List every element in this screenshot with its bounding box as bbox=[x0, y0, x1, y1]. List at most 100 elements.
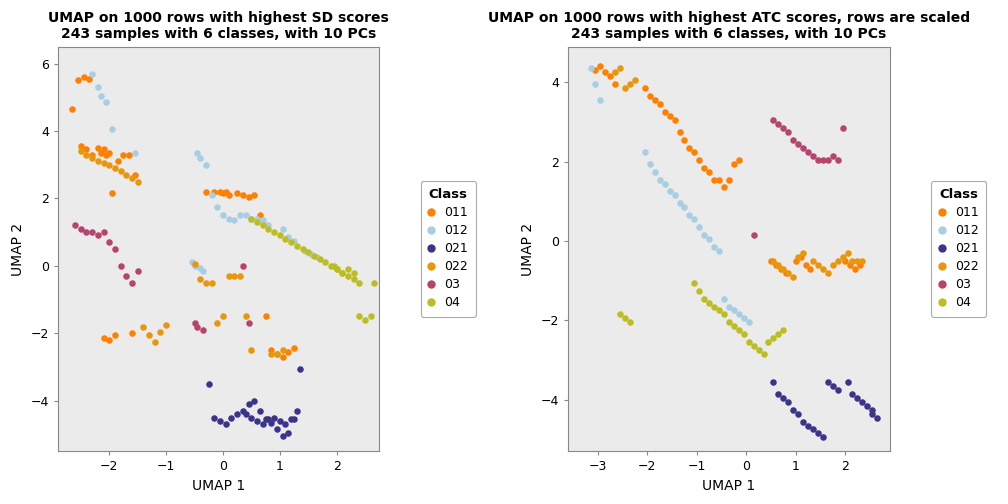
Point bbox=[190, 149, 206, 157]
Point bbox=[711, 175, 727, 183]
Point bbox=[255, 221, 271, 229]
Point bbox=[617, 314, 633, 323]
Point bbox=[770, 120, 786, 128]
Point bbox=[118, 171, 134, 179]
Point bbox=[773, 265, 789, 273]
Point bbox=[775, 124, 791, 132]
Point bbox=[115, 151, 131, 159]
Point bbox=[837, 257, 853, 265]
Point bbox=[283, 415, 299, 423]
Point bbox=[785, 136, 801, 144]
Point bbox=[263, 346, 279, 354]
Point bbox=[800, 148, 816, 156]
Point bbox=[346, 275, 362, 283]
Point bbox=[198, 187, 214, 196]
Point bbox=[186, 319, 203, 327]
Point bbox=[255, 216, 271, 224]
Point bbox=[656, 108, 672, 116]
Point bbox=[780, 269, 796, 277]
Point bbox=[864, 406, 880, 414]
Point bbox=[212, 187, 228, 196]
Point bbox=[96, 159, 112, 167]
Point bbox=[681, 144, 698, 152]
Point bbox=[809, 156, 826, 164]
Point bbox=[612, 310, 628, 319]
Point bbox=[775, 326, 791, 334]
Point bbox=[224, 414, 240, 422]
Point bbox=[101, 149, 117, 157]
Point bbox=[751, 346, 767, 354]
Point bbox=[352, 312, 368, 321]
Point bbox=[99, 98, 115, 106]
Point bbox=[79, 146, 95, 154]
Point bbox=[835, 253, 851, 261]
Point bbox=[294, 245, 310, 253]
Point bbox=[183, 259, 200, 267]
Point bbox=[269, 425, 285, 433]
Point bbox=[760, 338, 776, 346]
Point bbox=[346, 269, 362, 277]
Point bbox=[800, 421, 816, 429]
Point bbox=[691, 156, 708, 164]
Point bbox=[65, 105, 81, 113]
Point bbox=[118, 272, 134, 280]
Point bbox=[612, 65, 628, 73]
Point bbox=[127, 149, 143, 157]
Point bbox=[201, 380, 217, 388]
Point bbox=[721, 175, 737, 183]
Point bbox=[809, 261, 826, 269]
Point bbox=[790, 140, 806, 148]
Point bbox=[286, 415, 302, 423]
Title: UMAP on 1000 rows with highest SD scores
243 samples with 6 classes, with 10 PCs: UMAP on 1000 rows with highest SD scores… bbox=[48, 11, 389, 41]
Point bbox=[746, 231, 762, 239]
Point bbox=[697, 231, 713, 239]
Point bbox=[746, 342, 762, 350]
Point bbox=[318, 259, 334, 267]
Point bbox=[697, 294, 713, 302]
Point bbox=[726, 322, 742, 330]
Point bbox=[90, 157, 106, 165]
Point bbox=[357, 316, 373, 324]
Point bbox=[335, 269, 351, 277]
Point bbox=[204, 279, 220, 287]
Point bbox=[607, 80, 623, 88]
Point bbox=[221, 215, 237, 223]
Point bbox=[207, 187, 223, 196]
Point bbox=[736, 330, 752, 338]
Point bbox=[741, 319, 757, 327]
Point bbox=[825, 152, 841, 160]
Point bbox=[711, 247, 727, 255]
Point bbox=[243, 215, 259, 223]
Point bbox=[218, 187, 234, 196]
Point bbox=[260, 221, 276, 229]
Point bbox=[272, 417, 288, 425]
Point bbox=[716, 294, 732, 302]
Point bbox=[73, 225, 89, 233]
Point bbox=[110, 157, 126, 165]
Point bbox=[583, 65, 599, 73]
Point bbox=[790, 410, 806, 418]
Point bbox=[686, 215, 703, 223]
Point bbox=[141, 331, 157, 339]
Point bbox=[90, 83, 106, 91]
Point bbox=[124, 329, 140, 337]
Point bbox=[825, 382, 841, 390]
Point bbox=[676, 136, 692, 144]
Point bbox=[329, 265, 345, 273]
Point bbox=[241, 193, 257, 201]
Point bbox=[854, 257, 870, 265]
Point bbox=[257, 415, 273, 423]
Point bbox=[661, 112, 677, 120]
Point bbox=[340, 272, 356, 280]
Point bbox=[186, 262, 203, 270]
Point bbox=[706, 243, 722, 251]
Point bbox=[195, 326, 211, 334]
Point bbox=[830, 257, 846, 265]
Point bbox=[802, 265, 818, 273]
Point bbox=[785, 406, 801, 414]
Point bbox=[243, 414, 259, 422]
Point bbox=[809, 429, 826, 437]
Point bbox=[830, 386, 846, 394]
Point bbox=[96, 228, 112, 236]
Point bbox=[755, 350, 771, 358]
